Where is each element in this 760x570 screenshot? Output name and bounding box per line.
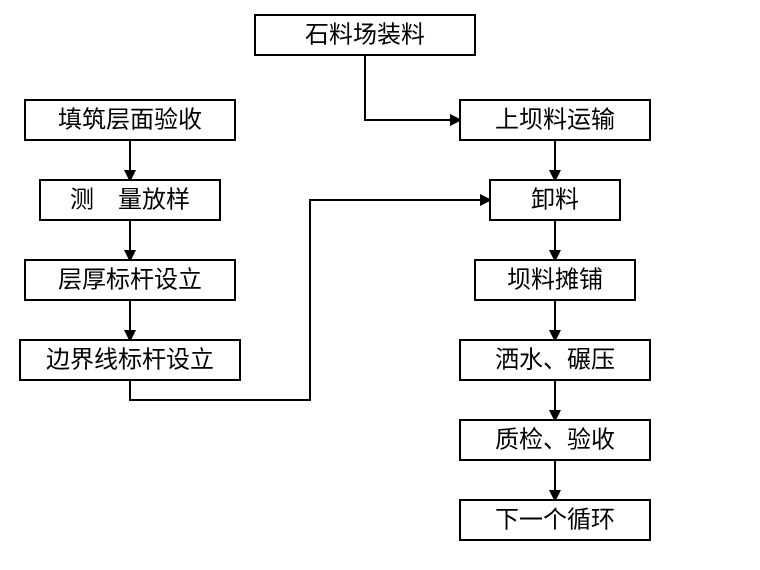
flowchart-node: 填筑层面验收: [25, 100, 235, 140]
flowchart-node: 上坝料运输: [460, 100, 650, 140]
flowchart-node: 坝料摊铺: [475, 260, 635, 300]
edge-n0-n5: [365, 55, 460, 120]
flowchart-node: 层厚标杆设立: [25, 260, 235, 300]
flowchart-node-label: 质检、验收: [495, 427, 615, 454]
flowchart-canvas: 石料场装料填筑层面验收测 量放样层厚标杆设立边界线标杆设立 上坝料运输卸料坝料摊铺…: [0, 0, 760, 570]
flowchart-node-label: 测 量放样: [70, 187, 190, 214]
flowchart-node-label: 坝料摊铺: [507, 267, 603, 294]
flowchart-node: 卸料: [490, 180, 620, 220]
flowchart-node: 质检、验收: [460, 420, 650, 460]
flowchart-node-label: 卸料: [531, 187, 579, 214]
flowchart-node: 洒水、碾压: [460, 340, 650, 380]
flowchart-node: 下一个循环: [460, 500, 650, 540]
flowchart-node-label: 层厚标杆设立: [58, 267, 202, 294]
flowchart-node: 边界线标杆设立: [20, 340, 240, 380]
flowchart-node: 测 量放样: [40, 180, 220, 220]
flowchart-node-label: 上坝料运输: [495, 107, 615, 134]
flowchart-node-label: 填筑层面验收: [58, 107, 202, 134]
flowchart-node-label: 边界线标杆设立: [46, 347, 214, 374]
flowchart-node-label: 石料场装料: [305, 22, 425, 49]
flowchart-node-label: 洒水、碾压: [495, 347, 615, 374]
flowchart-node: 石料场装料: [255, 15, 475, 55]
flowchart-node-label: 下一个循环: [495, 507, 615, 534]
